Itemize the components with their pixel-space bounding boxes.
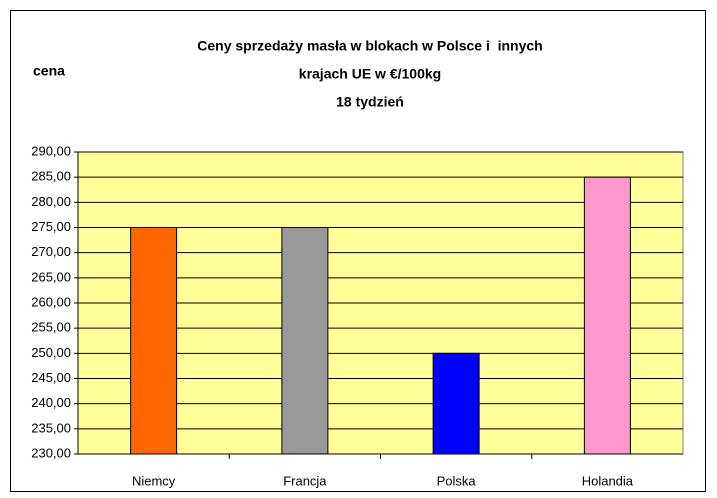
- y-tick-label: 250,00: [31, 345, 71, 360]
- y-tick-label: 245,00: [31, 370, 71, 385]
- y-axis-label: cena: [33, 63, 65, 79]
- bar: [130, 227, 178, 455]
- y-tick-label: 265,00: [31, 269, 71, 284]
- bar: [281, 227, 329, 455]
- chart-title: krajach UE w €/100kg: [299, 66, 441, 82]
- x-tick-label: Polska: [437, 473, 477, 488]
- y-tick-label: 240,00: [31, 395, 71, 410]
- x-tick-label: Francja: [283, 473, 327, 488]
- y-tick-label: 235,00: [31, 420, 71, 435]
- y-tick-label: 255,00: [31, 320, 71, 335]
- y-tick-label: 285,00: [31, 169, 71, 184]
- y-tick-label: 230,00: [31, 445, 71, 460]
- y-tick-label: 260,00: [31, 294, 71, 309]
- x-tick-label: Niemcy: [132, 473, 176, 488]
- y-tick-label: 270,00: [31, 244, 71, 259]
- y-tick-label: 280,00: [31, 194, 71, 209]
- y-tick-label: 290,00: [31, 143, 71, 158]
- x-tick-label: Holandia: [582, 473, 634, 488]
- chart-title: 18 tydzień: [336, 94, 404, 110]
- chart-title: Ceny sprzedaży masła w blokach w Polsce …: [197, 38, 542, 54]
- bar: [432, 352, 480, 455]
- y-tick-label: 275,00: [31, 219, 71, 234]
- bar: [583, 176, 631, 455]
